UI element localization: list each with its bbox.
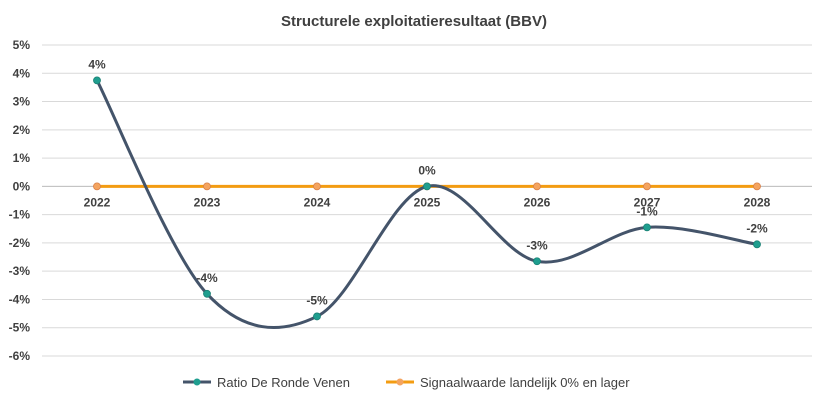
y-tick-label: 3%: [13, 95, 31, 109]
series-line-ratio: [95, 79, 758, 329]
legend-item-signaalwaarde: Signaalwaarde landelijk 0% en lager: [386, 375, 630, 390]
y-tick-label: -4%: [9, 292, 31, 306]
y-tick-label: 1%: [13, 151, 31, 165]
series-group: [93, 76, 761, 329]
ratio-point: [533, 257, 541, 266]
data-label: -3%: [526, 238, 548, 252]
signaal-point: [313, 182, 321, 191]
data-label: -1%: [636, 204, 658, 218]
ratio-point: [753, 240, 761, 249]
y-tick-label: -2%: [9, 236, 31, 250]
ratio-point: [313, 312, 321, 321]
ratio-point: [643, 223, 651, 232]
data-labels: 4% -4% -5% 0% -3% -1% -2%: [88, 57, 768, 307]
data-label: -5%: [306, 293, 328, 307]
x-axis-ticks: 2022 2023 2024 2025 2026 2027 2028: [84, 195, 771, 209]
signaal-point: [643, 182, 651, 191]
signaal-point: [533, 182, 541, 191]
signaal-point: [753, 182, 761, 191]
legend: Ratio De Ronde Venen Signaalwaarde landel…: [183, 375, 630, 390]
data-label: -4%: [196, 271, 218, 285]
x-tick-label: 2028: [744, 195, 771, 209]
x-tick-label: 2023: [194, 195, 221, 209]
ratio-point: [423, 182, 431, 191]
legend-item-ratio: Ratio De Ronde Venen: [183, 375, 350, 390]
ratio-point: [93, 76, 101, 85]
y-tick-label: 2%: [13, 123, 31, 137]
legend-label: Ratio De Ronde Venen: [217, 375, 350, 390]
y-tick-label: -1%: [9, 208, 31, 222]
x-tick-label: 2022: [84, 195, 111, 209]
legend-swatch-marker: [193, 378, 201, 386]
signaal-point: [203, 182, 211, 191]
x-tick-label: 2024: [304, 195, 331, 209]
data-label: 0%: [418, 163, 436, 177]
legend-swatch-marker: [396, 378, 404, 386]
y-tick-label: -6%: [9, 349, 31, 363]
x-tick-label: 2025: [414, 195, 441, 209]
data-label: -2%: [746, 221, 768, 235]
y-tick-label: -3%: [9, 264, 31, 278]
y-tick-label: 4%: [13, 66, 31, 80]
x-tick-label: 2026: [524, 195, 551, 209]
ratio-point: [203, 289, 211, 298]
y-tick-label: 0%: [13, 179, 31, 193]
y-tick-label: 5%: [13, 38, 31, 52]
legend-label: Signaalwaarde landelijk 0% en lager: [420, 375, 630, 390]
signaal-point: [93, 182, 101, 191]
chart-title: Structurele exploitatieresultaat (BBV): [281, 13, 547, 30]
data-label: 4%: [88, 57, 106, 71]
y-tick-label: -5%: [9, 321, 31, 335]
x-tick-label: 2027: [634, 195, 661, 209]
y-axis-ticks: 5% 4% 3% 2% 1% 0% -1% -2% -3% -4% -5% -6%: [9, 38, 31, 363]
